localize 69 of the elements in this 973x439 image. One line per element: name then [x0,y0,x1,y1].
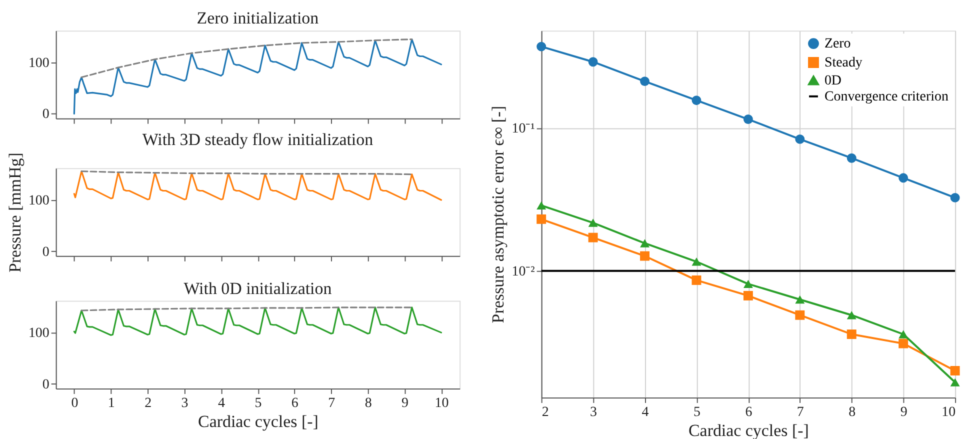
point [743,280,753,288]
point [846,330,856,339]
line-series [73,170,442,201]
point [588,232,598,242]
y-axis-title: Pressure asymptotic error ϵ∞ [-] [488,106,508,324]
point [795,134,805,144]
point [692,96,702,106]
x-tick-label: 2 [144,396,152,411]
x-tick-label: 9 [402,396,409,411]
y-tick-label: 10⁻² [512,264,535,280]
point [640,239,650,248]
chart-title: With 0D initialization [184,278,332,298]
point [588,57,598,67]
point [536,201,546,210]
y-axis-title: Pressure [mmHg] [5,152,24,273]
x-tick-label: 5 [693,404,700,420]
point [588,218,598,227]
point [640,76,650,86]
legend-label: 0D [824,73,842,88]
point [795,295,805,304]
x-tick-label: 6 [291,396,298,411]
y-tick-label: 0 [42,107,50,122]
line-series [80,38,413,78]
x-tick-label: 4 [218,396,226,411]
chart-title: Zero initialization [196,8,320,28]
legend-label: Convergence criterion [824,89,948,104]
y-tick-label: 0 [42,244,50,260]
x-tick-label: 7 [328,396,336,411]
point [640,251,650,261]
y-tick-label: 10⁻¹ [512,121,535,136]
point [846,153,856,163]
point [536,214,546,224]
line-series [73,38,442,115]
x-tick-label: 8 [848,404,856,420]
x-tick-label: 3 [590,404,598,420]
x-tick-label: 3 [181,396,188,411]
x-tick-label: 0 [71,396,78,411]
x-tick-label: 10 [942,404,956,420]
point [898,330,908,338]
x-tick-label: 8 [364,396,372,411]
chart-title: With 3D steady flow initialization [142,130,374,150]
point [743,114,753,124]
x-tick-label: 7 [796,404,804,420]
x-tick-label: 6 [745,404,752,420]
point [692,275,702,285]
y-tick-label: 100 [28,193,50,208]
point [950,378,960,386]
line-series [73,306,442,336]
point [950,366,960,376]
legend-label: Zero [824,36,851,52]
point [950,192,960,202]
point [536,42,546,52]
x-tick-label: 5 [254,396,262,411]
x-tick-label: 4 [642,404,649,420]
x-tick-label: 9 [900,404,908,420]
point [846,311,856,320]
x-tick-label: 10 [434,396,449,411]
point [692,258,702,266]
point [795,310,805,320]
y-tick-label: 100 [28,56,50,71]
point [898,173,908,183]
y-tick-label: 100 [28,326,50,342]
legend-label: Steady [824,55,862,70]
x-tick-label: 1 [108,396,115,411]
point [898,338,908,348]
y-tick-label: 0 [42,377,50,392]
x-tick-label: 2 [542,404,549,420]
point [743,290,753,300]
x-axis-title: Cardiac cycles [-] [198,412,318,431]
